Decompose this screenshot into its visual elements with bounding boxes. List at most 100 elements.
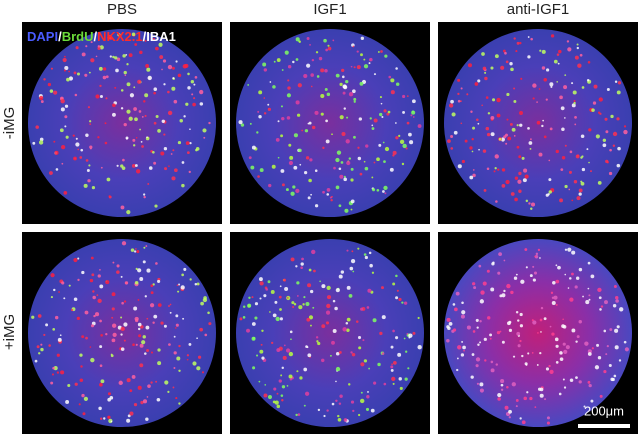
cell bbox=[392, 329, 395, 333]
cell bbox=[320, 94, 325, 99]
cell bbox=[153, 161, 157, 165]
cell bbox=[608, 171, 613, 176]
cell bbox=[143, 195, 146, 199]
cell bbox=[239, 317, 243, 321]
cell bbox=[572, 90, 577, 95]
cell bbox=[550, 34, 555, 38]
cell bbox=[597, 111, 601, 114]
cell bbox=[550, 291, 554, 295]
cell bbox=[494, 54, 499, 59]
cell bbox=[568, 170, 572, 174]
cell bbox=[157, 348, 161, 352]
cell bbox=[263, 294, 267, 298]
cell bbox=[343, 177, 347, 182]
cell bbox=[451, 112, 456, 117]
cell bbox=[116, 264, 120, 268]
cell bbox=[150, 381, 153, 384]
cell bbox=[76, 72, 80, 76]
cell bbox=[81, 335, 85, 339]
cell bbox=[185, 102, 189, 106]
cell bbox=[392, 360, 397, 365]
cell bbox=[59, 334, 62, 337]
cell bbox=[170, 153, 173, 155]
cell bbox=[314, 110, 319, 115]
cell bbox=[201, 371, 205, 374]
cell bbox=[340, 161, 344, 164]
cell bbox=[509, 62, 513, 66]
cell bbox=[342, 75, 345, 79]
cell bbox=[262, 62, 267, 67]
cell bbox=[511, 382, 516, 387]
cell bbox=[137, 298, 140, 301]
cell bbox=[336, 150, 342, 155]
cell bbox=[312, 306, 315, 309]
cell bbox=[459, 100, 462, 103]
cell bbox=[519, 41, 522, 45]
cell bbox=[80, 365, 83, 368]
row-label: +iMG bbox=[1, 314, 18, 350]
cell bbox=[163, 133, 166, 136]
cell bbox=[289, 155, 294, 160]
cell bbox=[609, 328, 613, 332]
cell bbox=[486, 132, 491, 137]
cell bbox=[517, 179, 522, 184]
cell bbox=[274, 300, 278, 304]
cell bbox=[548, 178, 552, 182]
cell bbox=[255, 354, 259, 357]
cell bbox=[293, 165, 298, 170]
cell bbox=[120, 107, 124, 110]
panels bbox=[22, 22, 638, 434]
cell bbox=[401, 301, 404, 304]
cell bbox=[278, 379, 282, 383]
cell bbox=[353, 135, 356, 139]
cell bbox=[497, 168, 500, 171]
cell bbox=[295, 100, 300, 105]
cell bbox=[305, 345, 308, 348]
cell bbox=[153, 121, 157, 125]
cell bbox=[89, 120, 92, 123]
cell bbox=[95, 55, 98, 58]
cell bbox=[304, 129, 309, 133]
cell bbox=[292, 185, 296, 189]
cell bbox=[295, 188, 300, 193]
cell bbox=[277, 120, 280, 123]
cell bbox=[541, 66, 546, 70]
cell bbox=[527, 352, 530, 355]
cell bbox=[111, 307, 115, 311]
cell bbox=[124, 74, 127, 77]
cell bbox=[502, 49, 506, 53]
cell bbox=[106, 177, 111, 182]
cell bbox=[612, 144, 616, 147]
cell bbox=[150, 284, 154, 288]
cell bbox=[85, 336, 88, 340]
cell bbox=[397, 352, 402, 357]
cell bbox=[399, 139, 405, 145]
cell bbox=[564, 74, 567, 76]
cell bbox=[62, 57, 67, 63]
cell bbox=[308, 315, 314, 320]
cell bbox=[146, 136, 148, 139]
cell bbox=[137, 385, 142, 390]
cell bbox=[538, 152, 543, 157]
cell bbox=[332, 329, 337, 333]
cell bbox=[541, 49, 546, 54]
cell bbox=[152, 37, 155, 40]
cell bbox=[561, 127, 565, 132]
cell bbox=[154, 204, 158, 208]
cell bbox=[108, 195, 111, 198]
cell bbox=[160, 151, 165, 156]
cell bbox=[477, 343, 480, 346]
cell bbox=[556, 53, 560, 56]
cell bbox=[134, 117, 138, 122]
cell bbox=[171, 86, 176, 91]
cell bbox=[296, 370, 299, 373]
cell bbox=[275, 316, 280, 322]
cell bbox=[35, 125, 39, 129]
cell bbox=[207, 311, 210, 315]
cell bbox=[98, 66, 103, 71]
cell bbox=[472, 169, 475, 171]
cell bbox=[99, 382, 103, 387]
cell bbox=[111, 292, 116, 297]
stain: BrdU bbox=[62, 29, 94, 44]
cell bbox=[452, 328, 457, 332]
